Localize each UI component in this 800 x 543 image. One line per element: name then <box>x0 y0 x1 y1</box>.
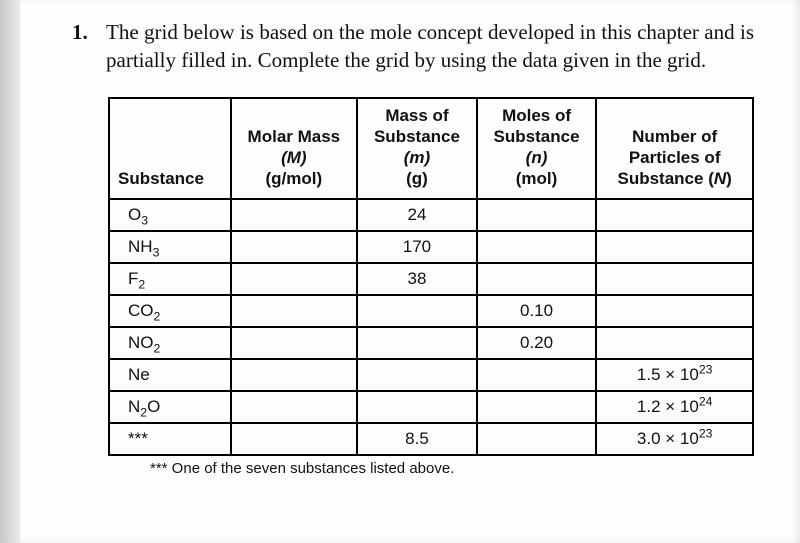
cell-particles: 1.5 × 1023 <box>596 359 753 391</box>
cell-mass <box>357 391 477 423</box>
cell-particles: 3.0 × 1023 <box>596 423 753 455</box>
cell-moles <box>477 391 597 423</box>
cell-mass: 170 <box>357 231 477 263</box>
cell-particles <box>596 231 753 263</box>
page-shadow <box>0 0 20 543</box>
cell-moles <box>477 359 597 391</box>
cell-molar-mass <box>231 263 358 295</box>
table-row: CO2 0.10 <box>109 295 753 327</box>
cell-molar-mass <box>231 391 358 423</box>
cell-mass <box>357 327 477 359</box>
table-row: *** 8.5 3.0 × 1023 <box>109 423 753 455</box>
cell-substance: NO2 <box>109 327 231 359</box>
cell-substance: NH3 <box>109 231 231 263</box>
cell-mass: 8.5 <box>357 423 477 455</box>
question-text: The grid below is based on the mole conc… <box>106 18 754 75</box>
header-mass: Mass of Substance (m) (g) <box>357 98 477 199</box>
cell-molar-mass <box>231 423 358 455</box>
cell-mass <box>357 295 477 327</box>
cell-moles <box>477 263 597 295</box>
cell-molar-mass <box>231 295 358 327</box>
cell-moles <box>477 423 597 455</box>
cell-mass: 24 <box>357 199 477 231</box>
cell-substance: F2 <box>109 263 231 295</box>
question-number: 1. <box>72 18 96 46</box>
cell-particles: 1.2 × 1024 <box>596 391 753 423</box>
cell-substance: O3 <box>109 199 231 231</box>
grid-table: Substance Molar Mass (M) (g/mol) Mass of… <box>108 97 754 456</box>
table-body: O3 24 NH3 170 F2 38 CO2 0.10 NO2 0.20 Ne 1.5 × 1023… <box>109 199 753 455</box>
cell-moles <box>477 199 597 231</box>
table-row: Ne 1.5 × 1023 <box>109 359 753 391</box>
page: 1. The grid below is based on the mole c… <box>20 0 800 543</box>
cell-particles <box>596 327 753 359</box>
table-row: F2 38 <box>109 263 753 295</box>
cell-moles: 0.10 <box>477 295 597 327</box>
table-row: N2O 1.2 × 1024 <box>109 391 753 423</box>
cell-substance: CO2 <box>109 295 231 327</box>
header-molar-mass: Molar Mass (M) (g/mol) <box>231 98 358 199</box>
cell-mass: 38 <box>357 263 477 295</box>
table-footnote: *** One of the seven substances listed a… <box>150 460 754 477</box>
question-block: 1. The grid below is based on the mole c… <box>72 18 754 75</box>
cell-substance: Ne <box>109 359 231 391</box>
cell-particles <box>596 295 753 327</box>
cell-molar-mass <box>231 231 358 263</box>
cell-molar-mass <box>231 199 358 231</box>
cell-moles: 0.20 <box>477 327 597 359</box>
cell-substance: *** <box>109 423 231 455</box>
cell-substance: N2O <box>109 391 231 423</box>
table-header-row: Substance Molar Mass (M) (g/mol) Mass of… <box>109 98 753 199</box>
table-row: NO2 0.20 <box>109 327 753 359</box>
cell-particles <box>596 199 753 231</box>
header-particles: Number of Particles of Substance (N) <box>596 98 753 199</box>
table-row: O3 24 <box>109 199 753 231</box>
cell-moles <box>477 231 597 263</box>
cell-molar-mass <box>231 359 358 391</box>
table-row: NH3 170 <box>109 231 753 263</box>
cell-molar-mass <box>231 327 358 359</box>
header-substance: Substance <box>109 98 231 199</box>
grid-table-wrap: Substance Molar Mass (M) (g/mol) Mass of… <box>108 97 754 477</box>
header-moles: Moles of Substance (n) (mol) <box>477 98 597 199</box>
cell-particles <box>596 263 753 295</box>
cell-mass <box>357 359 477 391</box>
